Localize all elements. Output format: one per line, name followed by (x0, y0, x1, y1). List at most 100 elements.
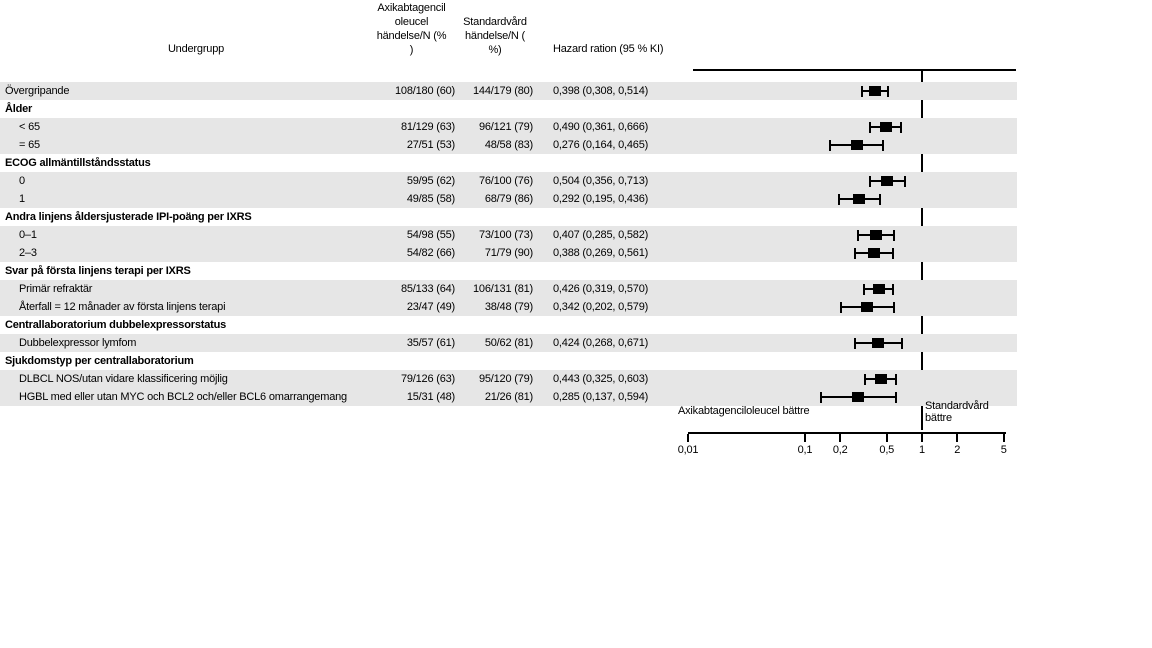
ci-cap-right (887, 85, 890, 97)
ci-cap-left (819, 391, 822, 403)
row-label: 1 (19, 193, 25, 205)
hr-point-marker (861, 302, 874, 312)
axis-tick (921, 434, 923, 442)
subgroup-row: DLBCL NOS/utan vidare klassificering möj… (0, 370, 1017, 388)
hr-point-marker (852, 392, 865, 402)
std-events-value: 68/79 (86) (484, 193, 533, 205)
hazard-ratio-value: 0,285 (0,137, 0,594) (553, 391, 649, 403)
axi-events-value: 54/98 (55) (406, 229, 455, 241)
axis-tick-label: 1 (919, 444, 925, 456)
ci-cap-right (878, 193, 881, 205)
subgroup-row: 1 49/85 (58) 68/79 (86) 0,292 (0,195, 0,436… (0, 190, 1017, 208)
hazard-ratio-value: 0,398 (0,308, 0,514) (553, 85, 649, 97)
axis-tick-label: 2 (954, 444, 961, 456)
axis-tick-label: 5 (1000, 444, 1007, 456)
hazard-ratio-value: 0,443 (0,325, 0,603) (553, 373, 649, 385)
ci-cap-right (893, 301, 896, 313)
row-label: < 65 (19, 121, 40, 133)
ci-cap-left (863, 373, 866, 385)
std-events-value: 21/26 (81) (484, 391, 533, 403)
group-header-row: Ålder (0, 100, 1017, 118)
axis-tick (687, 434, 689, 442)
hr-point-marker (872, 338, 885, 348)
axi-events-value: 108/180 (60) (395, 85, 455, 97)
ci-cap-right (900, 337, 903, 349)
hazard-ratio-value: 0,388 (0,269, 0,561) (553, 247, 649, 259)
row-label: Centrallaboratorium dubbelexpressorstatu… (5, 319, 227, 331)
ci-cap-left (857, 229, 860, 241)
subgroup-row: HGBL med eller utan MYC och BCL2 och/ell… (0, 388, 1017, 406)
hazard-ratio-value: 0,490 (0,361, 0,666) (553, 121, 649, 133)
hr-point-marker (853, 194, 866, 204)
row-label: Andra linjens åldersjusterade IPI-poäng … (5, 211, 252, 223)
axi-events-value: 59/95 (62) (406, 175, 455, 187)
subgroup-row: Övergripande 108/180 (60) 144/179 (80) 0,39… (0, 82, 1017, 100)
hr-point-marker (872, 284, 885, 294)
ci-cap-left (839, 301, 842, 313)
ci-cap-right (891, 247, 894, 259)
col-header-axicabtagene: Axikabtagencil oleucel händelse/N (% ) (376, 2, 447, 56)
subgroup-row: 0 59/95 (62) 76/100 (76) 0,504 (0,356, 0,71… (0, 172, 1017, 190)
col-header-undergrupp: Undergrupp (167, 43, 225, 55)
row-label: 0–1 (19, 229, 37, 241)
axis-tick-label: 0,5 (879, 444, 895, 456)
ci-cap-left (861, 85, 864, 97)
ci-cap-left (837, 193, 840, 205)
row-label: = 65 (19, 139, 40, 151)
hazard-ratio-value: 0,276 (0,164, 0,465) (553, 139, 649, 151)
row-label: Dubbelexpressor lymfom (19, 337, 137, 349)
col-header-hazard-ratio: Hazard ration (95 % KI) (553, 43, 664, 55)
plot-top-border (693, 69, 1016, 71)
axi-events-value: 85/133 (64) (400, 283, 455, 295)
std-events-value: 73/100 (73) (478, 229, 533, 241)
hr-point-marker (881, 176, 894, 186)
hazard-ratio-value: 0,407 (0,285, 0,582) (553, 229, 649, 241)
ci-cap-right (903, 175, 906, 187)
ci-cap-left (854, 337, 857, 349)
axi-events-value: 23/47 (49) (406, 301, 455, 313)
ci-cap-right (892, 283, 895, 295)
x-axis-line (688, 432, 1006, 434)
group-header-row: Sjukdomstyp per centrallaboratorium (0, 352, 1017, 370)
row-label: Primär refraktär (19, 283, 93, 295)
row-label: 0 (19, 175, 25, 187)
hazard-ratio-value: 0,424 (0,268, 0,671) (553, 337, 649, 349)
axis-tick-label: 0,1 (797, 444, 813, 456)
axi-events-value: 15/31 (48) (406, 391, 455, 403)
axis-tick (885, 434, 888, 442)
axi-events-value: 49/85 (58) (406, 193, 455, 205)
subgroup-row: 2–3 54/82 (66) 71/79 (90) 0,388 (0,269, 0,5… (0, 244, 1017, 262)
axi-events-value: 35/57 (61) (406, 337, 455, 349)
subgroup-row: < 65 81/129 (63) 96/121 (79) 0,490 (0,361, … (0, 118, 1017, 136)
axis-tick-label: 0,2 (832, 444, 848, 456)
ci-cap-right (900, 121, 903, 133)
std-events-value: 38/48 (79) (484, 301, 533, 313)
subgroup-row: = 65 27/51 (53) 48/58 (83) 0,276 (0,164, 0,… (0, 136, 1017, 154)
row-label: DLBCL NOS/utan vidare klassificering möj… (19, 373, 228, 385)
ci-cap-right (893, 229, 896, 241)
hazard-ratio-value: 0,342 (0,202, 0,579) (553, 301, 649, 313)
axi-events-value: 81/129 (63) (400, 121, 455, 133)
axis-tick (1002, 434, 1005, 442)
std-events-value: 144/179 (80) (473, 85, 533, 97)
ci-cap-right (882, 139, 885, 151)
col-header-standardvard: Standardvård händelse/N ( %) (463, 16, 527, 56)
subgroup-row: Primär refraktär 85/133 (64) 106/131 (81) 0… (0, 280, 1017, 298)
std-events-value: 71/79 (90) (484, 247, 533, 259)
subgroup-row: Återfall = 12 månader av första linjens … (0, 298, 1017, 316)
axis-tick (956, 434, 959, 442)
hazard-ratio-value: 0,426 (0,319, 0,570) (553, 283, 649, 295)
hr-point-marker (867, 248, 880, 258)
axi-events-value: 79/126 (63) (400, 373, 455, 385)
row-label: 2–3 (19, 247, 37, 259)
axi-events-value: 27/51 (53) (406, 139, 455, 151)
hr-point-marker (870, 230, 883, 240)
row-label: ECOG allmäntillståndsstatus (5, 157, 151, 169)
ci-cap-right (895, 373, 898, 385)
hr-point-marker (879, 122, 892, 132)
ci-cap-left (829, 139, 832, 151)
axis-annotation-left: Axikabtagenciloleucel bättre (678, 405, 810, 417)
std-events-value: 106/131 (81) (473, 283, 533, 295)
axi-events-value: 54/82 (66) (406, 247, 455, 259)
group-header-row: Andra linjens åldersjusterade IPI-poäng … (0, 208, 1017, 226)
